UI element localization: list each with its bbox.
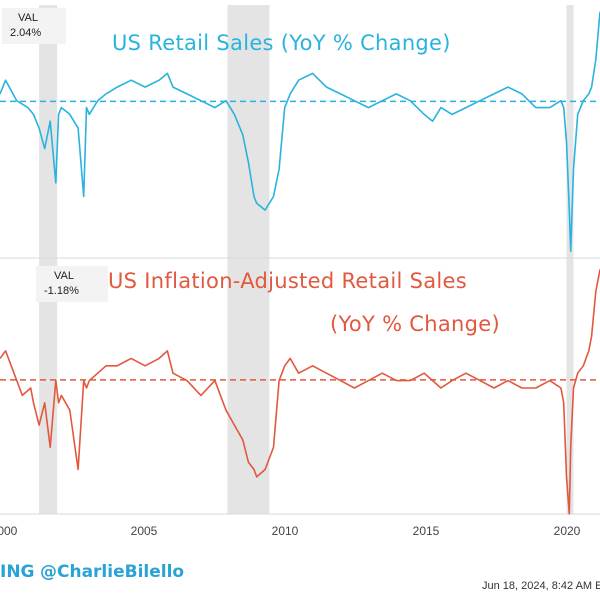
x-tick-label: 2015: [412, 524, 440, 538]
series-line-real-retail-sales: [0, 269, 600, 515]
recession-band: [39, 5, 58, 514]
series-line-retail-sales: [0, 11, 600, 252]
value-label-top: VAL: [18, 12, 38, 24]
x-tick-label: 2020: [553, 524, 581, 538]
recession-band: [227, 5, 270, 514]
recession-band: [566, 5, 574, 514]
chart-subtitle-bottom: (YoY % Change): [330, 312, 501, 336]
recession-bands: [39, 5, 574, 514]
x-tick-label: 2005: [130, 524, 158, 538]
value-box-top: VAL 2.04%: [2, 8, 66, 44]
timestamp: Jun 18, 2024, 8:42 AM E: [482, 580, 600, 592]
value-label-bottom: VAL: [54, 270, 74, 282]
x-tick-label: 2010: [271, 524, 299, 538]
x-tick-label: 2000: [0, 524, 18, 538]
author-handle[interactable]: @CharlieBilello: [40, 562, 185, 582]
panel-separators: [0, 257, 600, 515]
chart-title-top: US Retail Sales (YoY % Change): [112, 31, 451, 55]
series-layer: [0, 11, 600, 515]
value-top: 2.04%: [10, 27, 42, 39]
value-box-bottom: VAL -1.18%: [36, 266, 108, 302]
brand-logo-text: ING: [0, 562, 35, 582]
value-bottom: -1.18%: [44, 285, 79, 297]
chart-title-bottom: US Inflation-Adjusted Retail Sales: [108, 269, 467, 293]
